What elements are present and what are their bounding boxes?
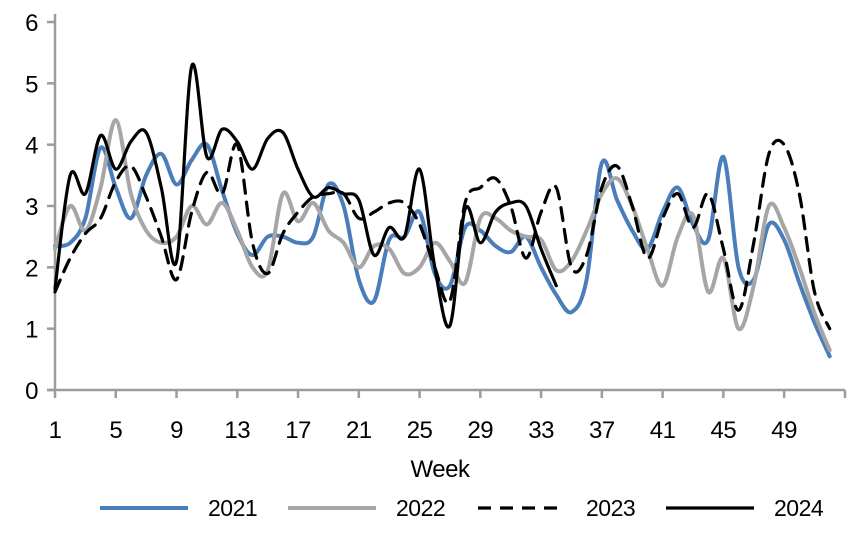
legend-label-2022: 2022 (396, 495, 445, 521)
x-tick-label-17: 17 (285, 417, 311, 444)
y-tick-label-3: 3 (25, 194, 38, 221)
x-tick-label-9: 9 (170, 417, 183, 444)
y-tick-label-1: 1 (25, 317, 38, 344)
series-line-2022 (53, 118, 832, 353)
legend-item-2024: 2024 (666, 495, 824, 521)
y-tick-label-5: 5 (25, 71, 38, 98)
series-line-2021 (53, 141, 832, 359)
x-axis-labels: 1 5 9 13 17 21 25 29 33 37 41 45 49 (49, 417, 798, 444)
legend-label-2023: 2023 (586, 495, 635, 521)
series-line-2024 (53, 62, 558, 329)
x-tick-label-41: 41 (650, 417, 676, 444)
legend-label-2021: 2021 (208, 495, 257, 521)
series-line-2023 (53, 138, 832, 331)
y-axis-labels: 0 1 2 3 4 5 6 (25, 10, 39, 405)
x-tick-label-1: 1 (49, 417, 62, 444)
y-tick-label-4: 4 (25, 133, 38, 160)
x-tick-label-29: 29 (467, 417, 493, 444)
legend: 2021 2022 2023 2024 (100, 495, 824, 521)
x-tick-label-13: 13 (224, 417, 250, 444)
x-tick-label-21: 21 (346, 417, 372, 444)
x-tick-label-5: 5 (109, 417, 122, 444)
plot-series (53, 62, 832, 359)
x-axis-ticks (53, 390, 847, 398)
axes (47, 14, 847, 398)
legend-label-2024: 2024 (774, 495, 824, 521)
legend-item-2022: 2022 (288, 495, 446, 521)
legend-item-2023: 2023 (478, 495, 636, 521)
x-tick-label-45: 45 (711, 417, 737, 444)
y-tick-label-0: 0 (25, 378, 38, 405)
x-axis-title: Week (411, 456, 471, 483)
legend-item-2021: 2021 (100, 495, 258, 521)
y-axis-ticks (47, 20, 55, 392)
y-tick-label-6: 6 (25, 10, 38, 37)
x-tick-label-33: 33 (528, 417, 554, 444)
x-tick-label-25: 25 (407, 417, 433, 444)
y-tick-label-2: 2 (25, 255, 38, 282)
x-tick-label-37: 37 (589, 417, 615, 444)
x-tick-label-49: 49 (771, 417, 797, 444)
